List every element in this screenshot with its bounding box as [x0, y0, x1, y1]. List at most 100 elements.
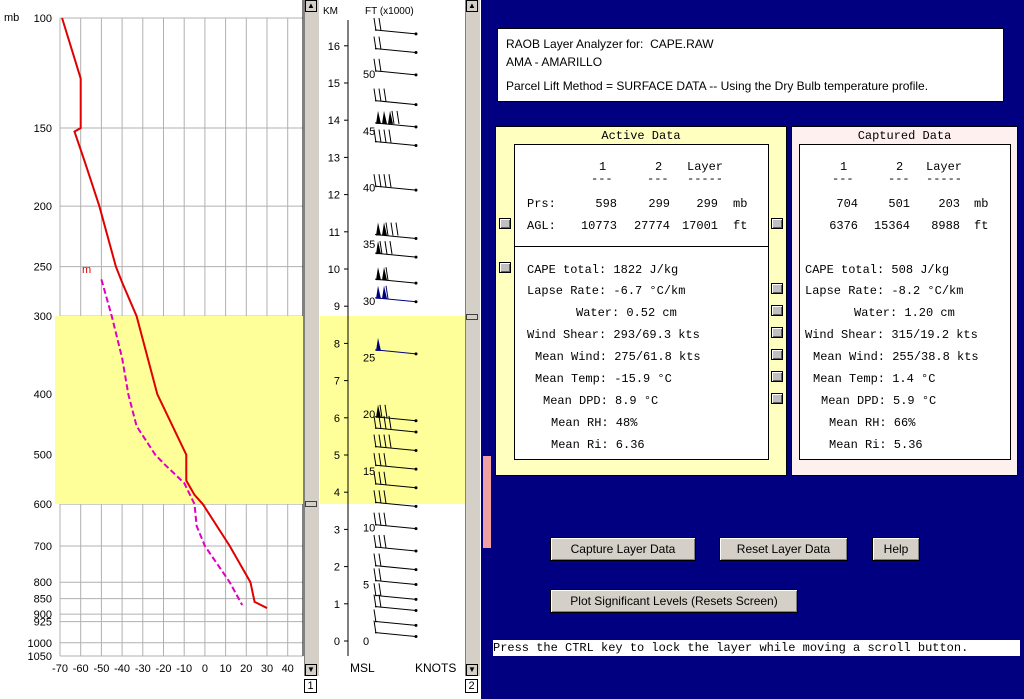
- wind-barb: [373, 583, 418, 601]
- pressure-tick-label: 500: [34, 450, 52, 462]
- scroll-down-arrow-icon[interactable]: ▼: [305, 664, 317, 676]
- captured-data-panel: Captured Data 1 2 Layer --- --- ----- 70…: [791, 126, 1018, 476]
- scroll-down-arrow-icon[interactable]: ▼: [466, 664, 478, 676]
- captured-data-title: Captured Data: [857, 129, 952, 143]
- parcel-method: Parcel Lift Method = SURFACE DATA -- Usi…: [506, 79, 929, 93]
- km-tick-label: 5: [334, 450, 340, 462]
- wind-barb: [373, 553, 418, 572]
- ft-tick-label: 50: [363, 69, 375, 81]
- msl-label: MSL: [350, 661, 375, 675]
- header-title: RAOB Layer Analyzer for: CAPE.RAW: [506, 37, 714, 51]
- scrollbar-index-1: 1: [304, 679, 317, 693]
- ft-tick-label: 40: [363, 182, 375, 194]
- pressure-tick-label: 1050: [28, 651, 52, 663]
- capture-lapse-button[interactable]: [771, 283, 783, 294]
- temperature-tick-label: -60: [73, 663, 89, 675]
- temperature-tick-label: 20: [240, 663, 252, 675]
- agl-unit: ft: [733, 219, 748, 233]
- prs-label: Prs:: [527, 197, 556, 211]
- pressure-tick-label: 850: [34, 594, 52, 606]
- reset-layer-button[interactable]: Reset Layer Data: [719, 537, 848, 561]
- wind-barb: [373, 594, 418, 613]
- wind-barbs: [373, 17, 418, 639]
- cape-total: CAPE total: 1822 J/kg: [527, 263, 679, 277]
- temperature-tick-label: -40: [114, 663, 130, 675]
- capture-meandpd-button[interactable]: [771, 393, 783, 404]
- capture-water-button[interactable]: [771, 305, 783, 316]
- captured-data-box: 1 2 Layer --- --- ----- 704 501 203 mb 6…: [799, 144, 1011, 460]
- km-tick-label: 1: [334, 599, 340, 611]
- temperature-tick-label: -10: [176, 663, 192, 675]
- wind-shear: Wind Shear: 315/19.2 kts: [805, 328, 978, 342]
- agl-1: 10773: [580, 219, 617, 233]
- ft-tick-label: 25: [363, 353, 375, 365]
- pressure-tick-label: 900: [34, 609, 52, 621]
- height-ticks: 0123456789101112131415160510152025303540…: [328, 41, 376, 648]
- capture-meanwind-button[interactable]: [771, 349, 783, 360]
- capture-layer-button[interactable]: Capture Layer Data: [550, 537, 696, 561]
- temperature-tick-label: 10: [219, 663, 231, 675]
- col-2-header: 2: [655, 160, 663, 174]
- prs-1: 704: [836, 197, 858, 211]
- wind-shear: Wind Shear: 293/69.3 kts: [527, 328, 700, 342]
- ft-tick-label: 10: [363, 523, 375, 535]
- scroll-up-arrow-icon[interactable]: ▲: [466, 0, 478, 12]
- scroll-indicator: [483, 456, 491, 548]
- col-1-header: 1: [599, 160, 607, 174]
- mean-wind: Mean Wind: 275/61.8 kts: [535, 350, 701, 364]
- layer-highlight: [55, 316, 303, 504]
- help-button[interactable]: Help: [872, 537, 920, 561]
- temperature-profile: [61, 17, 268, 609]
- prs-layer: 299: [696, 197, 718, 211]
- pressure-tick-label: 100: [34, 13, 52, 25]
- pressure-tick-label: 600: [34, 499, 52, 511]
- km-tick-label: 16: [328, 41, 340, 53]
- mean-dpd: Mean DPD: 5.9 °C: [821, 394, 937, 408]
- col-2-header: 2: [896, 160, 904, 174]
- prs-2: 501: [888, 197, 910, 211]
- scroll-thumb[interactable]: [466, 314, 478, 320]
- agl-2: 15364: [873, 219, 910, 233]
- wind-barb: [373, 58, 418, 77]
- pressure-tick-label: 700: [34, 541, 52, 553]
- knots-label: KNOTS: [415, 661, 456, 675]
- agl-select-button[interactable]: [499, 218, 511, 229]
- capture-meantemp-button[interactable]: [771, 371, 783, 382]
- mean-temp: Mean Temp: 1.4 °C: [813, 372, 936, 386]
- agl-layer: 8988: [931, 219, 960, 233]
- capture-shear-button[interactable]: [771, 327, 783, 338]
- skewt-chart: mb 1001502002503004005006007008008509009…: [4, 0, 320, 675]
- ft-label: FT (x1000): [365, 6, 414, 17]
- scroll-up-arrow-icon[interactable]: ▲: [305, 0, 317, 12]
- station-name: AMA - AMARILLO: [506, 55, 603, 69]
- mean-rh: Mean RH: 66%: [829, 416, 916, 430]
- layer-top-scrollbar[interactable]: ▲ ▼: [465, 0, 481, 676]
- prs-1: 598: [595, 197, 617, 211]
- mean-dpd: Mean DPD: 8.9 °C: [543, 394, 659, 408]
- agl-label: AGL:: [527, 219, 556, 233]
- plot-significant-levels-button[interactable]: Plot Significant Levels (Resets Screen): [550, 589, 798, 613]
- capture-agl-button[interactable]: [771, 218, 783, 229]
- col-1-header: 1: [840, 160, 848, 174]
- ft-tick-label: 0: [363, 636, 369, 648]
- pressure-tick-label: 300: [34, 311, 52, 323]
- wind-barb: [373, 434, 418, 453]
- layer-bottom-scrollbar[interactable]: ▲ ▼: [304, 0, 320, 676]
- cape-select-button[interactable]: [499, 262, 511, 273]
- prs-unit: mb: [733, 197, 748, 211]
- scroll-thumb[interactable]: [305, 501, 317, 507]
- temperature-tick-label: 0: [202, 663, 208, 675]
- wind-barb: [373, 512, 418, 531]
- km-tick-label: 15: [328, 78, 340, 90]
- wind-barb: [374, 267, 418, 285]
- pressure-tick-label: 1000: [28, 638, 52, 650]
- temperature-labels: -70 -60 -50 -40 -30 -20 -10 0 10 20 30 40: [52, 663, 294, 675]
- km-tick-label: 7: [334, 376, 340, 388]
- wind-barb: [374, 110, 418, 129]
- mean-rh: Mean RH: 48%: [551, 416, 638, 430]
- lapse-rate: Lapse Rate: -8.2 °C/km: [805, 284, 964, 298]
- mean-ri: Mean Ri: 5.36: [829, 438, 923, 452]
- active-data-panel: Active Data 1 2 Layer --- --- ----- Prs:…: [495, 126, 787, 476]
- km-tick-label: 8: [334, 338, 340, 350]
